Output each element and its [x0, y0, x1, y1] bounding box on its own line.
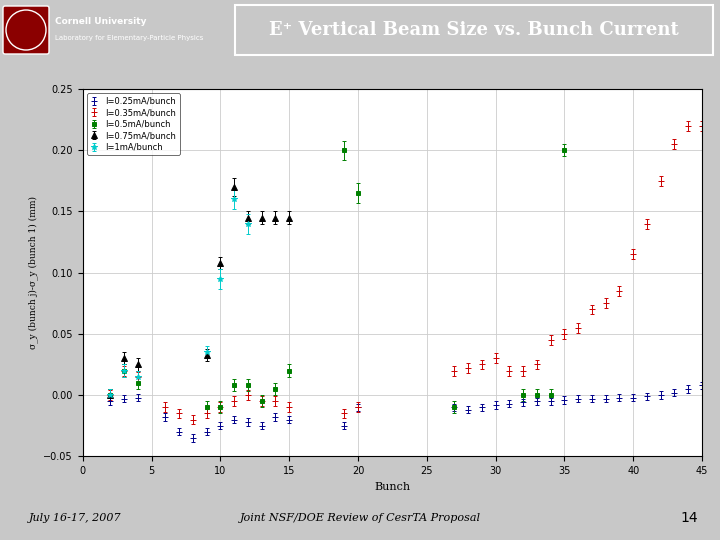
Text: Laboratory for Elementary-Particle Physics: Laboratory for Elementary-Particle Physi… [55, 35, 203, 41]
Legend: I=0.25mA/bunch, I=0.35mA/bunch, I=0.5mA/bunch, I=0.75mA/bunch, I=1mA/bunch: I=0.25mA/bunch, I=0.35mA/bunch, I=0.5mA/… [87, 93, 179, 155]
Text: 14: 14 [681, 511, 698, 525]
Text: July 16-17, 2007: July 16-17, 2007 [29, 514, 122, 523]
Text: E⁺ Vertical Beam Size vs. Bunch Current: E⁺ Vertical Beam Size vs. Bunch Current [269, 21, 679, 39]
Text: Joint NSF/DOE Review of CesrTA Proposal: Joint NSF/DOE Review of CesrTA Proposal [240, 514, 480, 523]
Text: Cornell University: Cornell University [55, 17, 146, 26]
X-axis label: Bunch: Bunch [374, 482, 410, 491]
FancyBboxPatch shape [3, 6, 49, 54]
Y-axis label: σ_y (bunch j)-σ_y (bunch 1) (mm): σ_y (bunch j)-σ_y (bunch 1) (mm) [28, 196, 38, 349]
